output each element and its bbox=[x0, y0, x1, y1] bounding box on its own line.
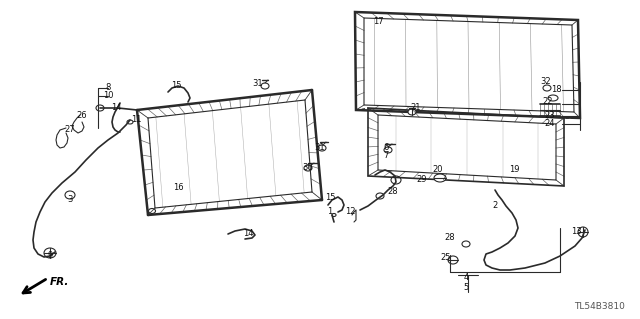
Text: 11: 11 bbox=[131, 115, 141, 124]
Ellipse shape bbox=[376, 193, 384, 199]
Ellipse shape bbox=[434, 174, 446, 182]
Text: 12: 12 bbox=[345, 207, 355, 217]
Text: 5: 5 bbox=[463, 283, 468, 292]
Ellipse shape bbox=[448, 256, 458, 264]
Text: 23: 23 bbox=[545, 112, 556, 121]
Text: 24: 24 bbox=[545, 120, 556, 129]
Text: FR.: FR. bbox=[50, 277, 69, 287]
Ellipse shape bbox=[96, 105, 104, 111]
Text: 1: 1 bbox=[328, 207, 333, 217]
Text: 26: 26 bbox=[77, 112, 87, 121]
Text: TL54B3810: TL54B3810 bbox=[574, 302, 625, 311]
Text: 22: 22 bbox=[543, 98, 553, 107]
Text: 28: 28 bbox=[388, 188, 398, 197]
Text: 21: 21 bbox=[411, 103, 421, 113]
Ellipse shape bbox=[127, 120, 133, 124]
Text: 8: 8 bbox=[106, 84, 111, 93]
Text: 30: 30 bbox=[303, 162, 314, 172]
Text: 10: 10 bbox=[103, 92, 113, 100]
Text: 20: 20 bbox=[433, 166, 444, 174]
Text: 3: 3 bbox=[67, 196, 73, 204]
Text: 4: 4 bbox=[463, 273, 468, 283]
Text: 15: 15 bbox=[171, 81, 181, 91]
Text: 25: 25 bbox=[441, 253, 451, 262]
Text: 27: 27 bbox=[65, 125, 76, 135]
Ellipse shape bbox=[462, 241, 470, 247]
Text: 19: 19 bbox=[509, 166, 519, 174]
Ellipse shape bbox=[148, 209, 156, 213]
Text: 32: 32 bbox=[541, 78, 551, 86]
Ellipse shape bbox=[391, 176, 401, 184]
Text: 31: 31 bbox=[315, 143, 325, 152]
Text: 16: 16 bbox=[173, 183, 183, 192]
Ellipse shape bbox=[304, 165, 312, 171]
Text: 7: 7 bbox=[383, 151, 388, 160]
Text: 14: 14 bbox=[111, 103, 121, 113]
Text: 13: 13 bbox=[571, 227, 581, 236]
Text: 17: 17 bbox=[372, 18, 383, 26]
Ellipse shape bbox=[332, 213, 336, 217]
Ellipse shape bbox=[548, 95, 558, 101]
Text: 15: 15 bbox=[324, 194, 335, 203]
Text: 18: 18 bbox=[550, 85, 561, 94]
Text: 28: 28 bbox=[445, 234, 455, 242]
Ellipse shape bbox=[318, 145, 326, 151]
Ellipse shape bbox=[384, 147, 392, 153]
Text: 29: 29 bbox=[417, 175, 428, 184]
Ellipse shape bbox=[261, 83, 269, 89]
Ellipse shape bbox=[65, 191, 75, 199]
Text: 14: 14 bbox=[243, 229, 253, 239]
Ellipse shape bbox=[578, 227, 588, 237]
Ellipse shape bbox=[543, 85, 551, 91]
Text: 9: 9 bbox=[47, 250, 52, 259]
Text: 2: 2 bbox=[492, 201, 498, 210]
Text: 31: 31 bbox=[253, 79, 263, 88]
Ellipse shape bbox=[44, 248, 56, 258]
Text: 6: 6 bbox=[383, 143, 388, 152]
Ellipse shape bbox=[408, 109, 416, 115]
